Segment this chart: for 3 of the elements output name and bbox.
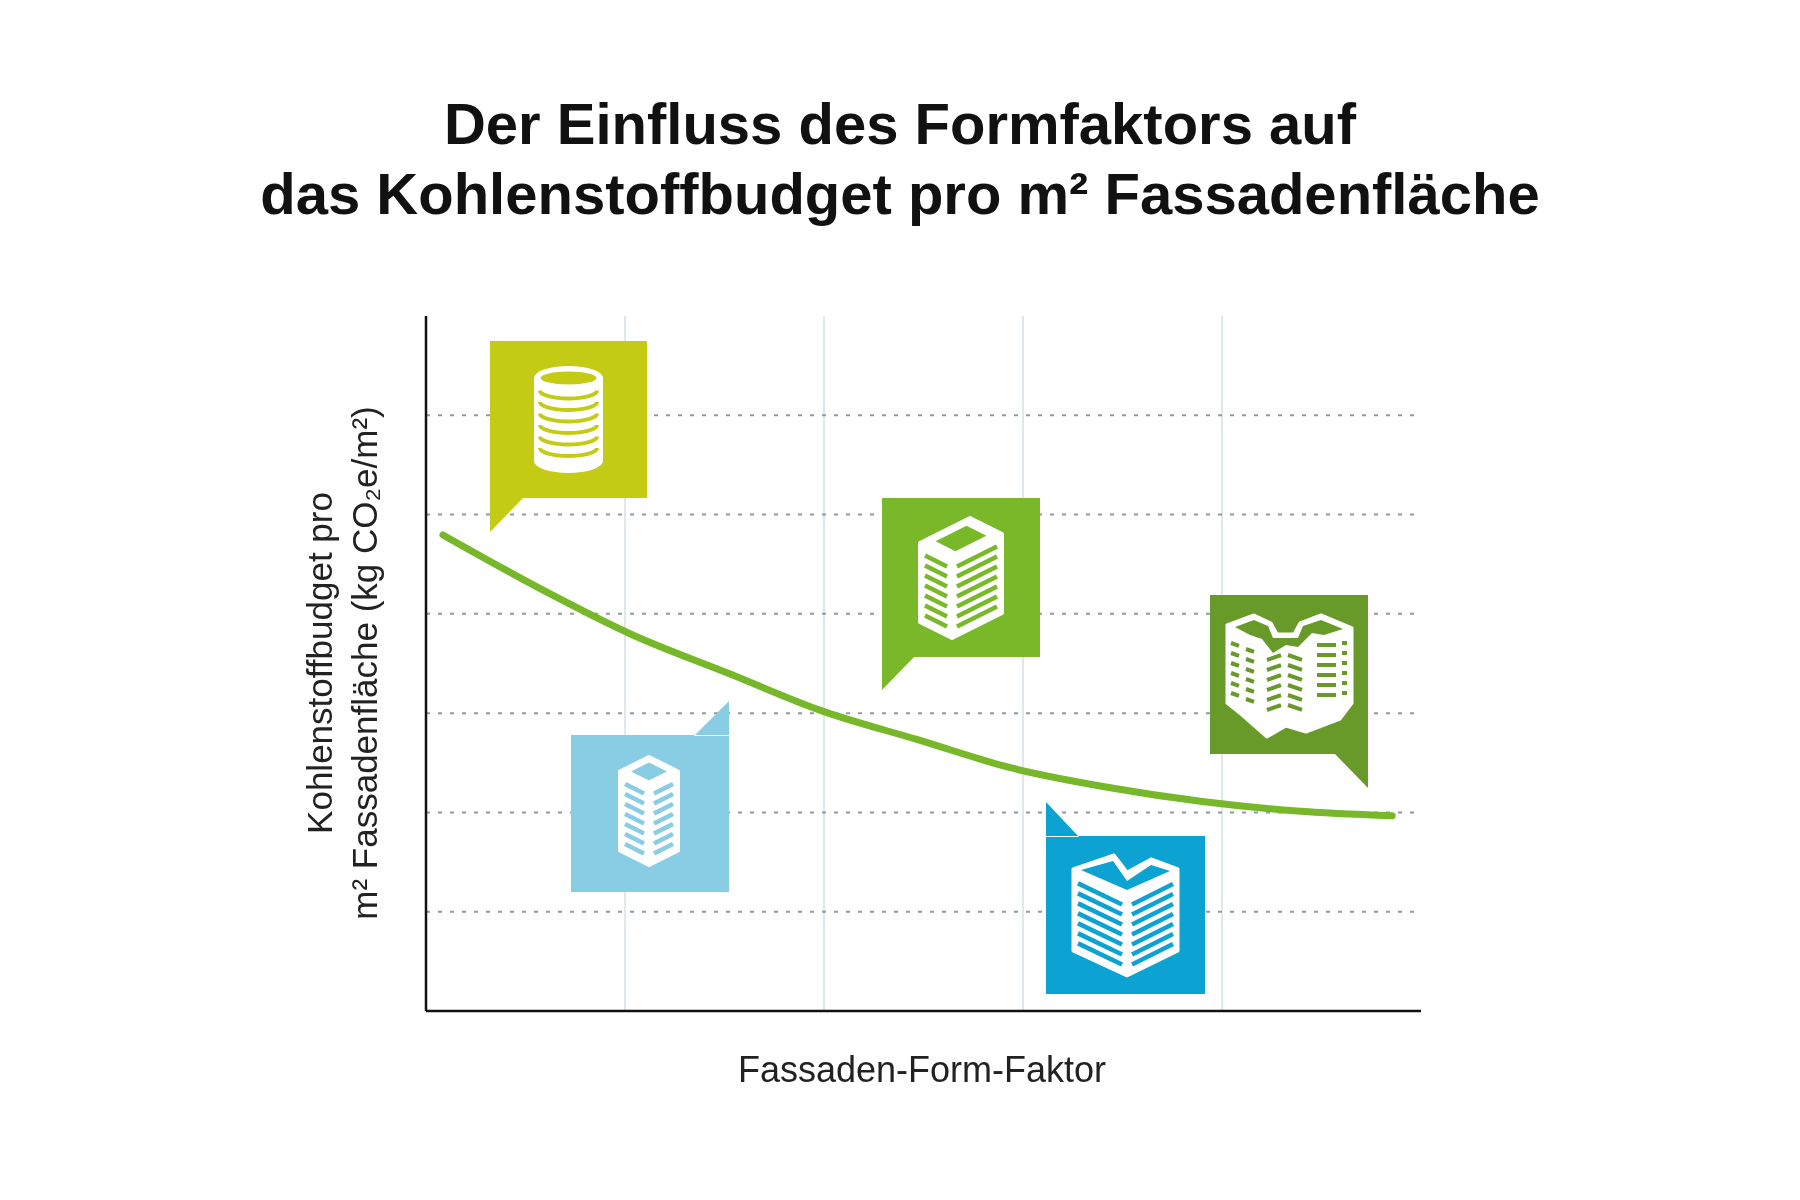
y-axis-title: Kohlenstoffbudget pro m² Fassadenfläche (kg CO₂e/m²): [300, 406, 384, 920]
chart-title: Der Einfluss des Formfaktors auf das Kohlenstoffbudget pro m² Fassadenfläche: [260, 91, 1540, 226]
x-axis-title: Fassaden-Form-Faktor: [737, 1049, 1107, 1090]
